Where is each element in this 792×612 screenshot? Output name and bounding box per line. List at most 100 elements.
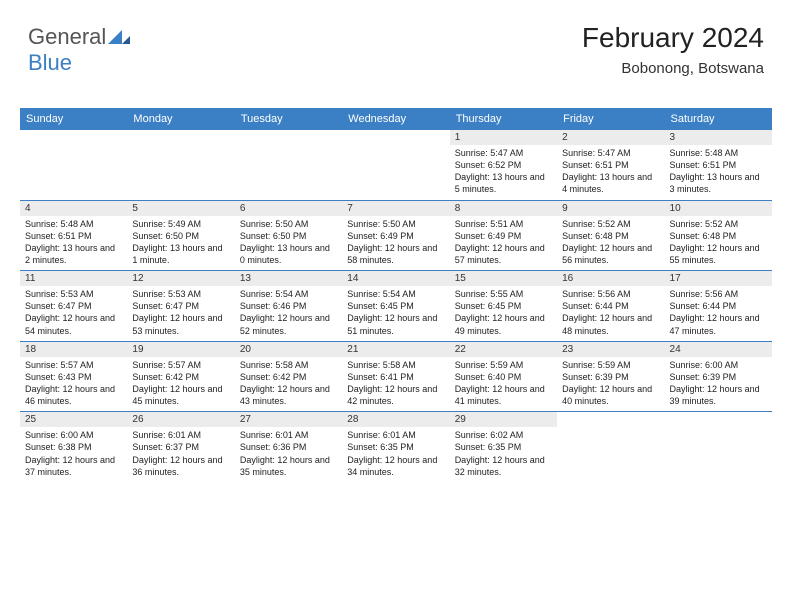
day-details: Sunrise: 6:01 AMSunset: 6:36 PMDaylight:… xyxy=(235,427,342,482)
day-cell: 5Sunrise: 5:49 AMSunset: 6:50 PMDaylight… xyxy=(127,201,234,271)
empty-cell xyxy=(20,130,127,200)
day-number: 20 xyxy=(235,342,342,357)
day-number: 14 xyxy=(342,271,449,286)
day-details: Sunrise: 5:50 AMSunset: 6:50 PMDaylight:… xyxy=(235,216,342,271)
day-details: Sunrise: 5:57 AMSunset: 6:43 PMDaylight:… xyxy=(20,357,127,412)
day-number: 6 xyxy=(235,201,342,216)
day-cell: 29Sunrise: 6:02 AMSunset: 6:35 PMDayligh… xyxy=(450,412,557,482)
day-number: 12 xyxy=(127,271,234,286)
day-cell: 26Sunrise: 6:01 AMSunset: 6:37 PMDayligh… xyxy=(127,412,234,482)
day-number: 17 xyxy=(665,271,772,286)
day-number: 10 xyxy=(665,201,772,216)
day-cell: 19Sunrise: 5:57 AMSunset: 6:42 PMDayligh… xyxy=(127,342,234,412)
day-details: Sunrise: 5:47 AMSunset: 6:51 PMDaylight:… xyxy=(557,145,664,200)
brand-logo: General Blue xyxy=(28,24,130,76)
day-number: 28 xyxy=(342,412,449,427)
day-number: 11 xyxy=(20,271,127,286)
day-details: Sunrise: 6:00 AMSunset: 6:38 PMDaylight:… xyxy=(20,427,127,482)
day-details: Sunrise: 5:57 AMSunset: 6:42 PMDaylight:… xyxy=(127,357,234,412)
day-number: 3 xyxy=(665,130,772,145)
day-details: Sunrise: 5:59 AMSunset: 6:40 PMDaylight:… xyxy=(450,357,557,412)
week-row: 11Sunrise: 5:53 AMSunset: 6:47 PMDayligh… xyxy=(20,270,772,341)
day-details: Sunrise: 5:52 AMSunset: 6:48 PMDaylight:… xyxy=(557,216,664,271)
day-number: 16 xyxy=(557,271,664,286)
day-number: 23 xyxy=(557,342,664,357)
empty-cell xyxy=(342,130,449,200)
day-number: 4 xyxy=(20,201,127,216)
day-number: 29 xyxy=(450,412,557,427)
day-cell: 14Sunrise: 5:54 AMSunset: 6:45 PMDayligh… xyxy=(342,271,449,341)
day-cell: 9Sunrise: 5:52 AMSunset: 6:48 PMDaylight… xyxy=(557,201,664,271)
day-cell: 23Sunrise: 5:59 AMSunset: 6:39 PMDayligh… xyxy=(557,342,664,412)
day-number: 19 xyxy=(127,342,234,357)
day-number: 25 xyxy=(20,412,127,427)
day-number: 24 xyxy=(665,342,772,357)
day-details: Sunrise: 5:58 AMSunset: 6:42 PMDaylight:… xyxy=(235,357,342,412)
day-details: Sunrise: 5:56 AMSunset: 6:44 PMDaylight:… xyxy=(557,286,664,341)
day-header: Monday xyxy=(127,108,234,130)
month-title: February 2024 xyxy=(582,22,764,54)
weeks-container: 1Sunrise: 5:47 AMSunset: 6:52 PMDaylight… xyxy=(20,130,772,482)
day-number: 15 xyxy=(450,271,557,286)
day-cell: 18Sunrise: 5:57 AMSunset: 6:43 PMDayligh… xyxy=(20,342,127,412)
day-details: Sunrise: 5:52 AMSunset: 6:48 PMDaylight:… xyxy=(665,216,772,271)
day-number: 9 xyxy=(557,201,664,216)
location-label: Bobonong, Botswana xyxy=(582,60,764,77)
day-header: Tuesday xyxy=(235,108,342,130)
brand-icon xyxy=(108,30,130,49)
day-details: Sunrise: 5:51 AMSunset: 6:49 PMDaylight:… xyxy=(450,216,557,271)
day-details: Sunrise: 6:01 AMSunset: 6:35 PMDaylight:… xyxy=(342,427,449,482)
day-header: Wednesday xyxy=(342,108,449,130)
day-number: 27 xyxy=(235,412,342,427)
day-cell: 27Sunrise: 6:01 AMSunset: 6:36 PMDayligh… xyxy=(235,412,342,482)
day-details: Sunrise: 5:55 AMSunset: 6:45 PMDaylight:… xyxy=(450,286,557,341)
day-number: 2 xyxy=(557,130,664,145)
day-details: Sunrise: 5:47 AMSunset: 6:52 PMDaylight:… xyxy=(450,145,557,200)
day-details: Sunrise: 5:53 AMSunset: 6:47 PMDaylight:… xyxy=(20,286,127,341)
header-right: February 2024 Bobonong, Botswana xyxy=(582,22,764,77)
empty-cell xyxy=(665,412,772,482)
day-details: Sunrise: 5:53 AMSunset: 6:47 PMDaylight:… xyxy=(127,286,234,341)
day-cell: 24Sunrise: 6:00 AMSunset: 6:39 PMDayligh… xyxy=(665,342,772,412)
day-cell: 22Sunrise: 5:59 AMSunset: 6:40 PMDayligh… xyxy=(450,342,557,412)
week-row: 4Sunrise: 5:48 AMSunset: 6:51 PMDaylight… xyxy=(20,200,772,271)
day-details: Sunrise: 6:02 AMSunset: 6:35 PMDaylight:… xyxy=(450,427,557,482)
day-number: 8 xyxy=(450,201,557,216)
day-details: Sunrise: 5:59 AMSunset: 6:39 PMDaylight:… xyxy=(557,357,664,412)
day-details: Sunrise: 6:00 AMSunset: 6:39 PMDaylight:… xyxy=(665,357,772,412)
day-cell: 3Sunrise: 5:48 AMSunset: 6:51 PMDaylight… xyxy=(665,130,772,200)
day-cell: 10Sunrise: 5:52 AMSunset: 6:48 PMDayligh… xyxy=(665,201,772,271)
day-number: 5 xyxy=(127,201,234,216)
day-cell: 20Sunrise: 5:58 AMSunset: 6:42 PMDayligh… xyxy=(235,342,342,412)
day-cell: 7Sunrise: 5:50 AMSunset: 6:49 PMDaylight… xyxy=(342,201,449,271)
day-header: Thursday xyxy=(450,108,557,130)
day-cell: 28Sunrise: 6:01 AMSunset: 6:35 PMDayligh… xyxy=(342,412,449,482)
calendar: SundayMondayTuesdayWednesdayThursdayFrid… xyxy=(20,108,772,482)
empty-cell xyxy=(557,412,664,482)
day-cell: 16Sunrise: 5:56 AMSunset: 6:44 PMDayligh… xyxy=(557,271,664,341)
week-row: 18Sunrise: 5:57 AMSunset: 6:43 PMDayligh… xyxy=(20,341,772,412)
day-cell: 17Sunrise: 5:56 AMSunset: 6:44 PMDayligh… xyxy=(665,271,772,341)
day-details: Sunrise: 6:01 AMSunset: 6:37 PMDaylight:… xyxy=(127,427,234,482)
day-number: 21 xyxy=(342,342,449,357)
day-headers-row: SundayMondayTuesdayWednesdayThursdayFrid… xyxy=(20,108,772,130)
day-details: Sunrise: 5:48 AMSunset: 6:51 PMDaylight:… xyxy=(20,216,127,271)
day-cell: 25Sunrise: 6:00 AMSunset: 6:38 PMDayligh… xyxy=(20,412,127,482)
empty-cell xyxy=(127,130,234,200)
day-details: Sunrise: 5:48 AMSunset: 6:51 PMDaylight:… xyxy=(665,145,772,200)
day-cell: 2Sunrise: 5:47 AMSunset: 6:51 PMDaylight… xyxy=(557,130,664,200)
day-header: Friday xyxy=(557,108,664,130)
day-details: Sunrise: 5:56 AMSunset: 6:44 PMDaylight:… xyxy=(665,286,772,341)
empty-cell xyxy=(235,130,342,200)
day-number: 26 xyxy=(127,412,234,427)
day-cell: 1Sunrise: 5:47 AMSunset: 6:52 PMDaylight… xyxy=(450,130,557,200)
day-details: Sunrise: 5:54 AMSunset: 6:46 PMDaylight:… xyxy=(235,286,342,341)
week-row: 25Sunrise: 6:00 AMSunset: 6:38 PMDayligh… xyxy=(20,411,772,482)
week-row: 1Sunrise: 5:47 AMSunset: 6:52 PMDaylight… xyxy=(20,130,772,200)
brand-text-2: Blue xyxy=(28,50,72,75)
day-number: 18 xyxy=(20,342,127,357)
day-cell: 21Sunrise: 5:58 AMSunset: 6:41 PMDayligh… xyxy=(342,342,449,412)
day-details: Sunrise: 5:58 AMSunset: 6:41 PMDaylight:… xyxy=(342,357,449,412)
day-cell: 12Sunrise: 5:53 AMSunset: 6:47 PMDayligh… xyxy=(127,271,234,341)
day-details: Sunrise: 5:50 AMSunset: 6:49 PMDaylight:… xyxy=(342,216,449,271)
